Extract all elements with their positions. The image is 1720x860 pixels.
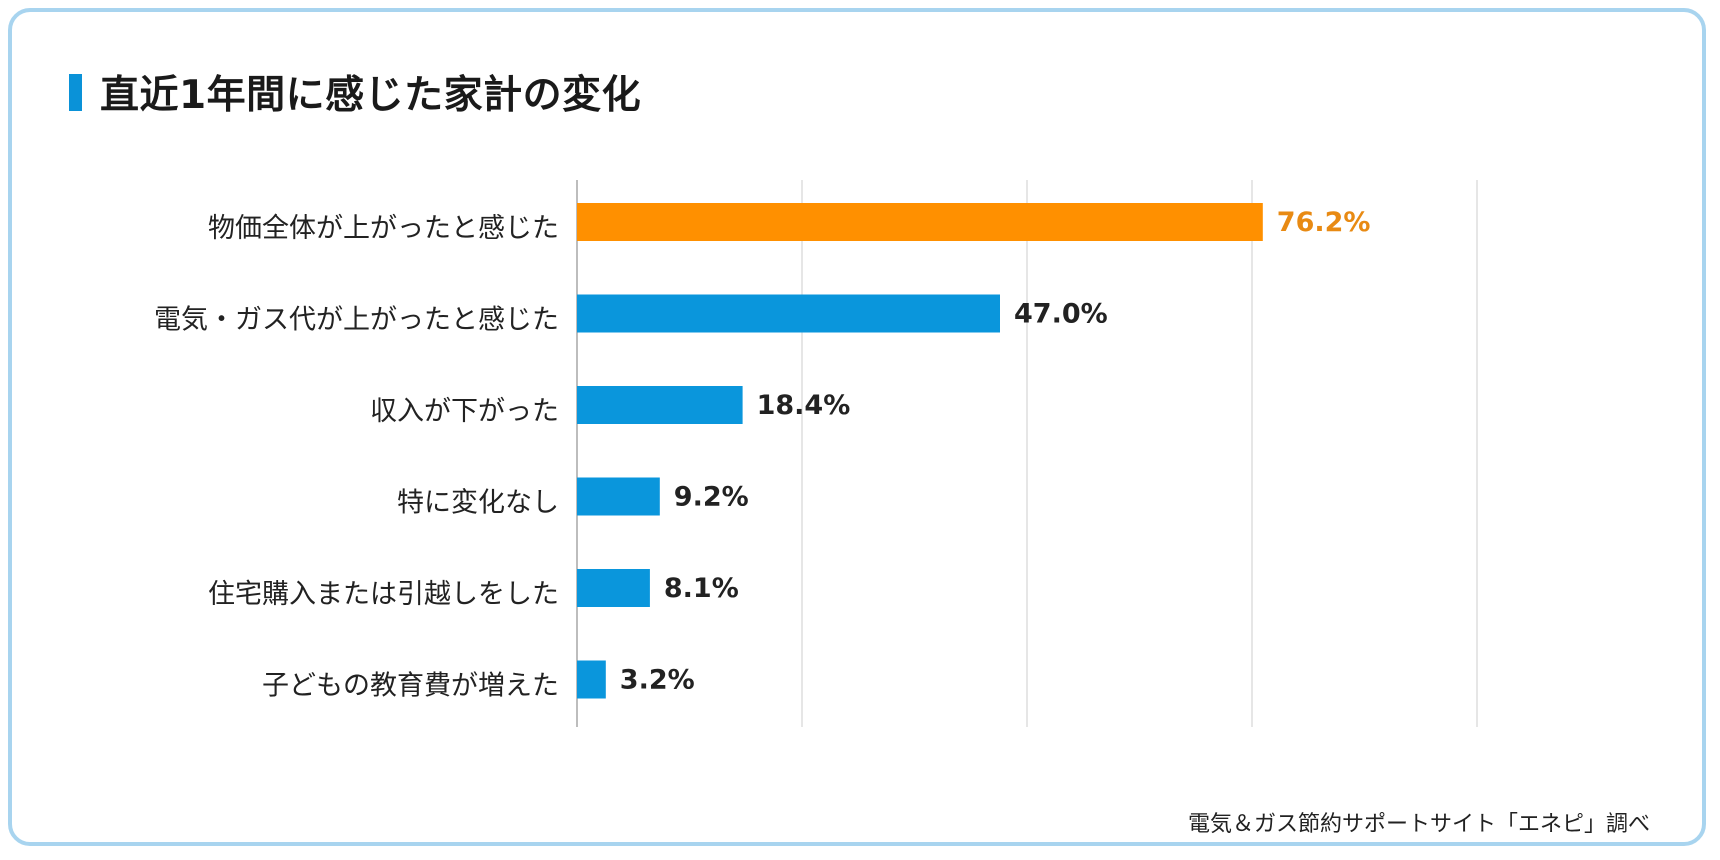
bar [577,477,660,516]
value-label: 3.2% [620,665,695,696]
category-label: 特に変化なし [397,488,559,519]
value-label: 9.2% [674,482,749,513]
category-label: 子どもの教育費が増えた [262,671,559,702]
category-label: 電気・ガス代が上がったと感じた [154,305,559,336]
category-label: 住宅購入または引越しをした [208,579,559,610]
source-note: 電気＆ガス節約サポートサイト「エネピ」調べ [1187,812,1650,837]
bar [577,386,743,424]
bar [577,569,650,607]
title-accent-bar [69,73,82,111]
value-label: 47.0% [1014,299,1108,330]
bar [577,294,1000,333]
category-label: 収入が下がった [370,396,559,427]
bar [577,203,1263,241]
bar [577,660,606,699]
chart-title: 直近1年間に感じた家計の変化 [100,73,642,118]
value-label: 18.4% [757,390,851,421]
value-label: 8.1% [664,573,739,604]
value-label: 76.2% [1277,207,1371,238]
title-block: 直近1年間に感じた家計の変化 [69,70,641,118]
chart-card [8,8,1706,846]
category-label: 物価全体が上がったと感じた [208,213,559,244]
